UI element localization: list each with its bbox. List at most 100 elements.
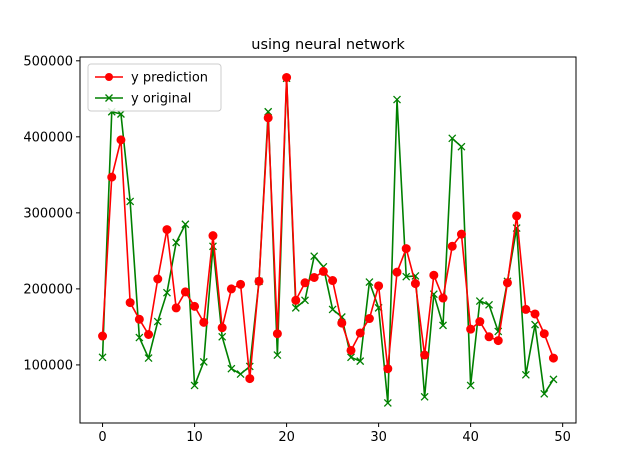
data-point-y-prediction <box>107 172 117 182</box>
legend-box <box>87 63 222 112</box>
data-point-y-prediction <box>502 278 512 288</box>
x-tick-label: 30 <box>370 430 387 445</box>
data-point-y-prediction <box>282 73 292 83</box>
data-point-y-prediction <box>309 272 319 282</box>
data-point-y-prediction <box>475 317 485 327</box>
data-point-y-original <box>347 353 355 362</box>
data-point-y-original <box>328 305 337 314</box>
data-point-y-original <box>236 370 245 378</box>
data-point-y-prediction <box>190 301 200 311</box>
data-point-y-prediction <box>199 317 209 327</box>
legend-label-y-prediction: y prediction <box>131 71 208 86</box>
data-point-y-original <box>209 242 217 251</box>
x-tick-label: 40 <box>462 430 479 445</box>
data-point-y-prediction <box>263 113 273 123</box>
data-point-y-original <box>144 354 153 363</box>
chart-title: using neural network <box>251 37 405 53</box>
data-point-y-original <box>475 297 484 306</box>
data-point-y-prediction <box>300 278 310 288</box>
data-point-y-original <box>181 220 190 229</box>
axes-frame <box>79 56 577 424</box>
y-tick-label: 200000 <box>23 282 73 297</box>
series-line-y-original <box>101 77 555 404</box>
data-point-y-prediction <box>355 328 365 338</box>
data-point-y-original <box>218 332 227 341</box>
data-point-y-prediction <box>548 353 558 363</box>
y-tick-label: 500000 <box>23 54 73 69</box>
data-point-y-original <box>153 317 162 326</box>
data-point-y-prediction <box>447 241 457 251</box>
data-point-y-prediction <box>272 329 282 339</box>
x-tick-label: 50 <box>554 430 571 445</box>
y-tick-label: 100000 <box>23 358 73 373</box>
data-point-y-prediction <box>144 330 154 340</box>
data-point-y-original <box>531 320 540 329</box>
data-point-y-prediction <box>245 374 255 384</box>
data-point-y-prediction <box>217 323 227 333</box>
data-point-y-prediction <box>337 318 347 328</box>
data-point-y-prediction <box>512 211 522 221</box>
data-point-y-original <box>549 375 558 384</box>
data-point-y-prediction <box>153 274 163 284</box>
data-point-y-original <box>245 362 254 371</box>
data-point-y-prediction <box>125 298 135 308</box>
data-point-y-original <box>521 370 530 379</box>
data-point-y-original <box>291 303 300 312</box>
data-point-y-original <box>448 134 457 143</box>
data-point-y-original <box>420 392 429 401</box>
data-point-y-original <box>273 351 282 359</box>
data-point-y-original <box>190 381 199 390</box>
data-point-y-original <box>356 357 365 366</box>
data-point-y-prediction <box>539 329 549 339</box>
data-point-y-prediction <box>374 281 384 291</box>
data-point-y-prediction <box>328 276 338 286</box>
legend: y prediction y original <box>87 63 222 112</box>
data-point-y-original <box>466 381 475 390</box>
data-point-y-prediction <box>346 345 356 355</box>
data-point-y-prediction <box>383 364 393 374</box>
data-point-y-original <box>310 252 319 261</box>
data-point-y-prediction <box>291 295 301 305</box>
data-point-y-prediction <box>364 314 374 324</box>
y-tick-label: 400000 <box>23 130 73 145</box>
data-point-y-original <box>365 278 374 287</box>
data-point-y-original <box>116 110 125 118</box>
x-tick-label: 0 <box>98 430 106 445</box>
data-point-y-original <box>540 389 549 398</box>
data-point-y-prediction <box>530 309 540 319</box>
data-point-y-prediction <box>392 267 402 277</box>
data-point-y-prediction <box>521 304 531 314</box>
data-point-y-prediction <box>98 331 108 341</box>
data-point-y-original <box>126 197 135 206</box>
data-point-y-prediction <box>116 135 126 145</box>
data-point-y-prediction <box>180 287 190 297</box>
data-point-y-prediction <box>420 350 430 360</box>
data-point-y-prediction <box>134 314 144 324</box>
x-tick-label: 10 <box>186 430 203 445</box>
data-point-y-prediction <box>429 270 439 280</box>
data-point-y-prediction <box>318 266 328 276</box>
data-point-y-prediction <box>456 229 466 239</box>
data-point-y-prediction <box>484 332 494 342</box>
data-point-y-prediction <box>171 303 181 313</box>
data-point-y-original <box>301 296 309 305</box>
y-tick-label: 300000 <box>23 206 73 221</box>
data-point-y-original <box>402 272 411 281</box>
data-point-y-prediction <box>410 279 420 289</box>
data-point-y-original <box>393 95 401 104</box>
data-point-y-prediction <box>401 244 411 254</box>
data-point-y-original <box>135 333 144 342</box>
data-point-y-prediction <box>466 324 476 334</box>
data-point-y-original <box>98 353 107 362</box>
data-point-y-prediction <box>236 279 246 289</box>
data-point-y-prediction <box>438 293 448 303</box>
legend-label-y-original: y original <box>131 92 191 107</box>
x-tick-label: 20 <box>278 430 295 445</box>
data-point-y-original <box>383 398 392 407</box>
data-point-y-prediction <box>493 336 503 346</box>
data-point-y-original <box>199 357 208 366</box>
data-point-y-original <box>172 238 181 247</box>
data-point-y-prediction <box>208 231 218 241</box>
plot-area: 0 10 20 30 40 50 100000 200000 300000 400000 50000… <box>23 54 577 445</box>
